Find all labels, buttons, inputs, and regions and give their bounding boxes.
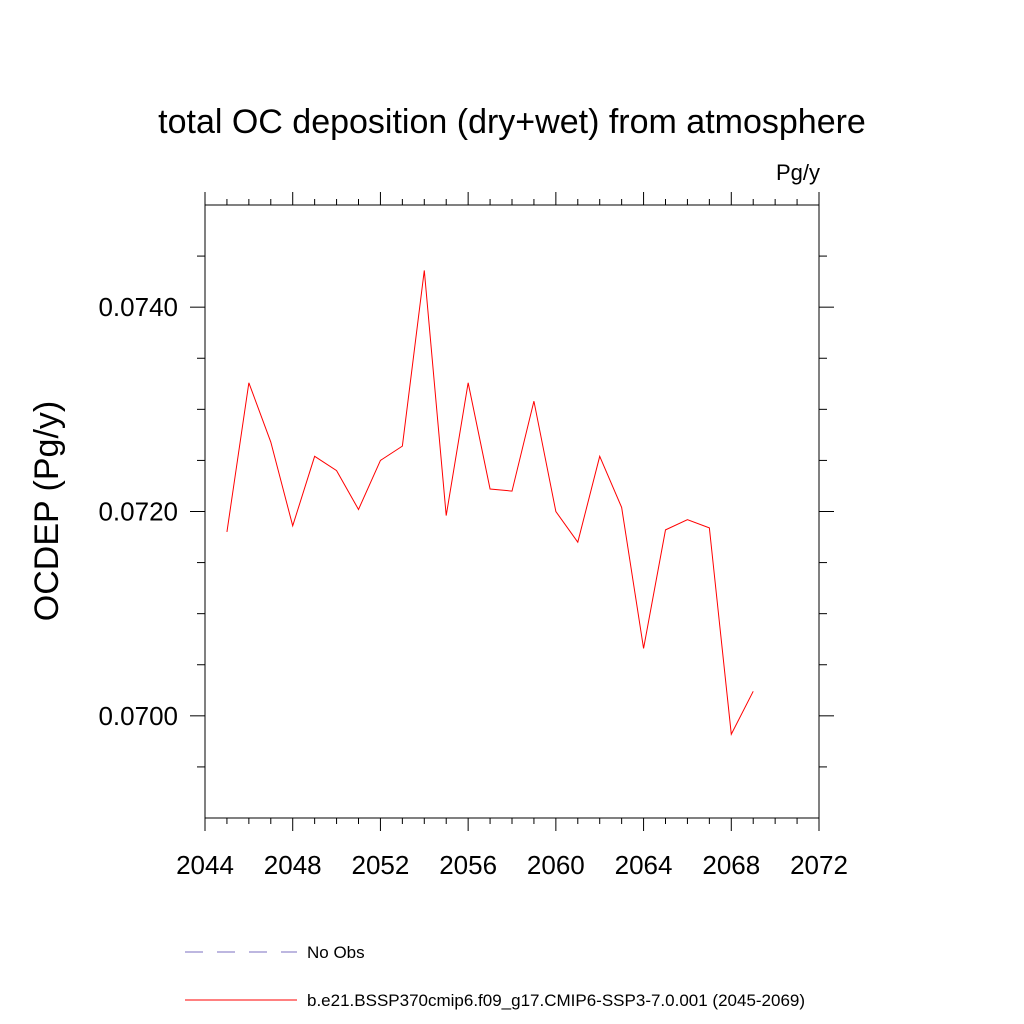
x-tick-label: 2048 xyxy=(264,850,322,880)
axis-tick-labels: 2044 2048 2052 2056 2060 2064 2068 2072 0.0700 0.… xyxy=(98,292,847,880)
x-tick-label: 2072 xyxy=(790,850,848,880)
x-tick-label: 2060 xyxy=(527,850,585,880)
series-line xyxy=(226,270,754,736)
legend-label: b.e21.BSSP370cmip6.f09_g17.CMIP6-SSP3-7.… xyxy=(307,991,805,1010)
x-tick-label: 2056 xyxy=(439,850,497,880)
x-tick-label: 2044 xyxy=(176,850,234,880)
x-tick-label: 2064 xyxy=(615,850,673,880)
chart-title: total OC deposition (dry+wet) from atmos… xyxy=(158,103,866,141)
series-layer xyxy=(226,270,754,736)
y-tick-label: 0.0720 xyxy=(98,497,178,527)
axis-ticks xyxy=(190,192,834,831)
units-label: Pg/y xyxy=(776,160,820,185)
legend: No Obs b.e21.BSSP370cmip6.f09_g17.CMIP6-S… xyxy=(185,943,805,1010)
x-tick-label: 2052 xyxy=(352,850,410,880)
y-tick-label: 0.0740 xyxy=(98,292,178,322)
legend-label: No Obs xyxy=(307,943,365,962)
plot-frame xyxy=(204,204,820,819)
x-tick-label: 2068 xyxy=(702,850,760,880)
y-axis-label: OCDEP (Pg/y) xyxy=(28,401,66,621)
y-tick-label: 0.0700 xyxy=(98,701,178,731)
